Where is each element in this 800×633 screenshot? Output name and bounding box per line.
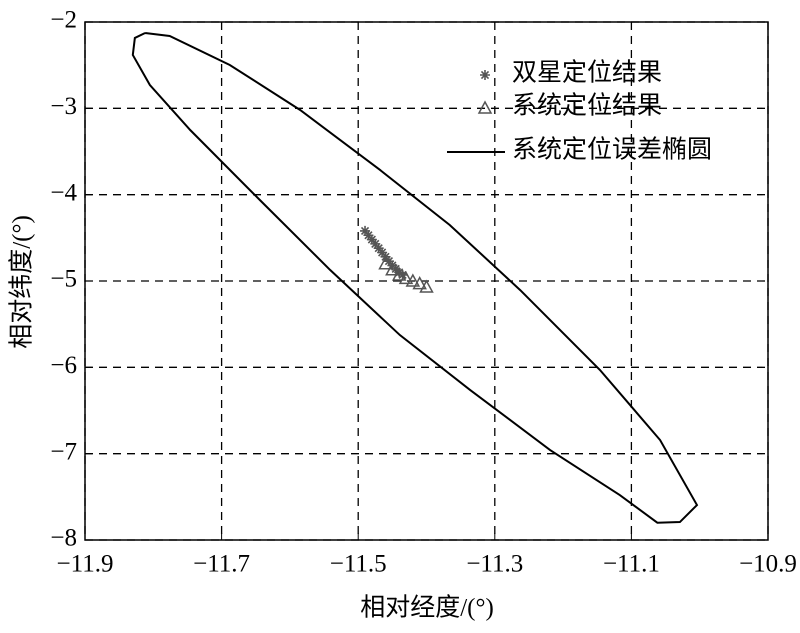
- plot-frame: [84, 21, 769, 541]
- point: [363, 230, 374, 241]
- point: [366, 234, 377, 245]
- point: [360, 225, 371, 236]
- point: [378, 256, 393, 270]
- point: [383, 256, 394, 267]
- y-tick-label: −6: [50, 352, 77, 379]
- point: [391, 267, 407, 281]
- x-axis-label: 相对经度/(°): [360, 594, 494, 622]
- y-tick-label: −8: [50, 525, 77, 552]
- legend-label: 系统定位结果: [512, 92, 662, 120]
- x-tick-label: −10.9: [739, 551, 797, 578]
- y-tick-label: −3: [50, 93, 77, 120]
- point: [370, 238, 381, 249]
- y-tick-label: −2: [50, 7, 77, 34]
- y-tick-label: −4: [50, 179, 77, 206]
- legend-label: 双星定位结果: [512, 59, 662, 87]
- ellipse-line: [131, 31, 699, 524]
- legend-marker: [477, 100, 493, 114]
- y-tick-label: −7: [50, 438, 77, 465]
- point: [419, 279, 434, 293]
- y-axis-label: 相对纬度/(°): [8, 215, 36, 349]
- point: [385, 262, 400, 276]
- point: [412, 276, 427, 290]
- point: [373, 243, 384, 254]
- point: [398, 270, 414, 285]
- legend-label: 系统定位误差椭圆: [512, 136, 712, 164]
- x-tick-label: −11.3: [466, 551, 523, 578]
- x-tick-label: −11.7: [193, 551, 250, 578]
- point: [377, 247, 388, 258]
- x-tick-label: −11.5: [330, 551, 387, 578]
- y-tick-label: −5: [50, 266, 77, 293]
- x-tick-label: −11.1: [603, 551, 660, 578]
- legend-marker: [480, 70, 490, 80]
- point: [405, 273, 421, 287]
- x-tick-label: −11.9: [57, 551, 114, 578]
